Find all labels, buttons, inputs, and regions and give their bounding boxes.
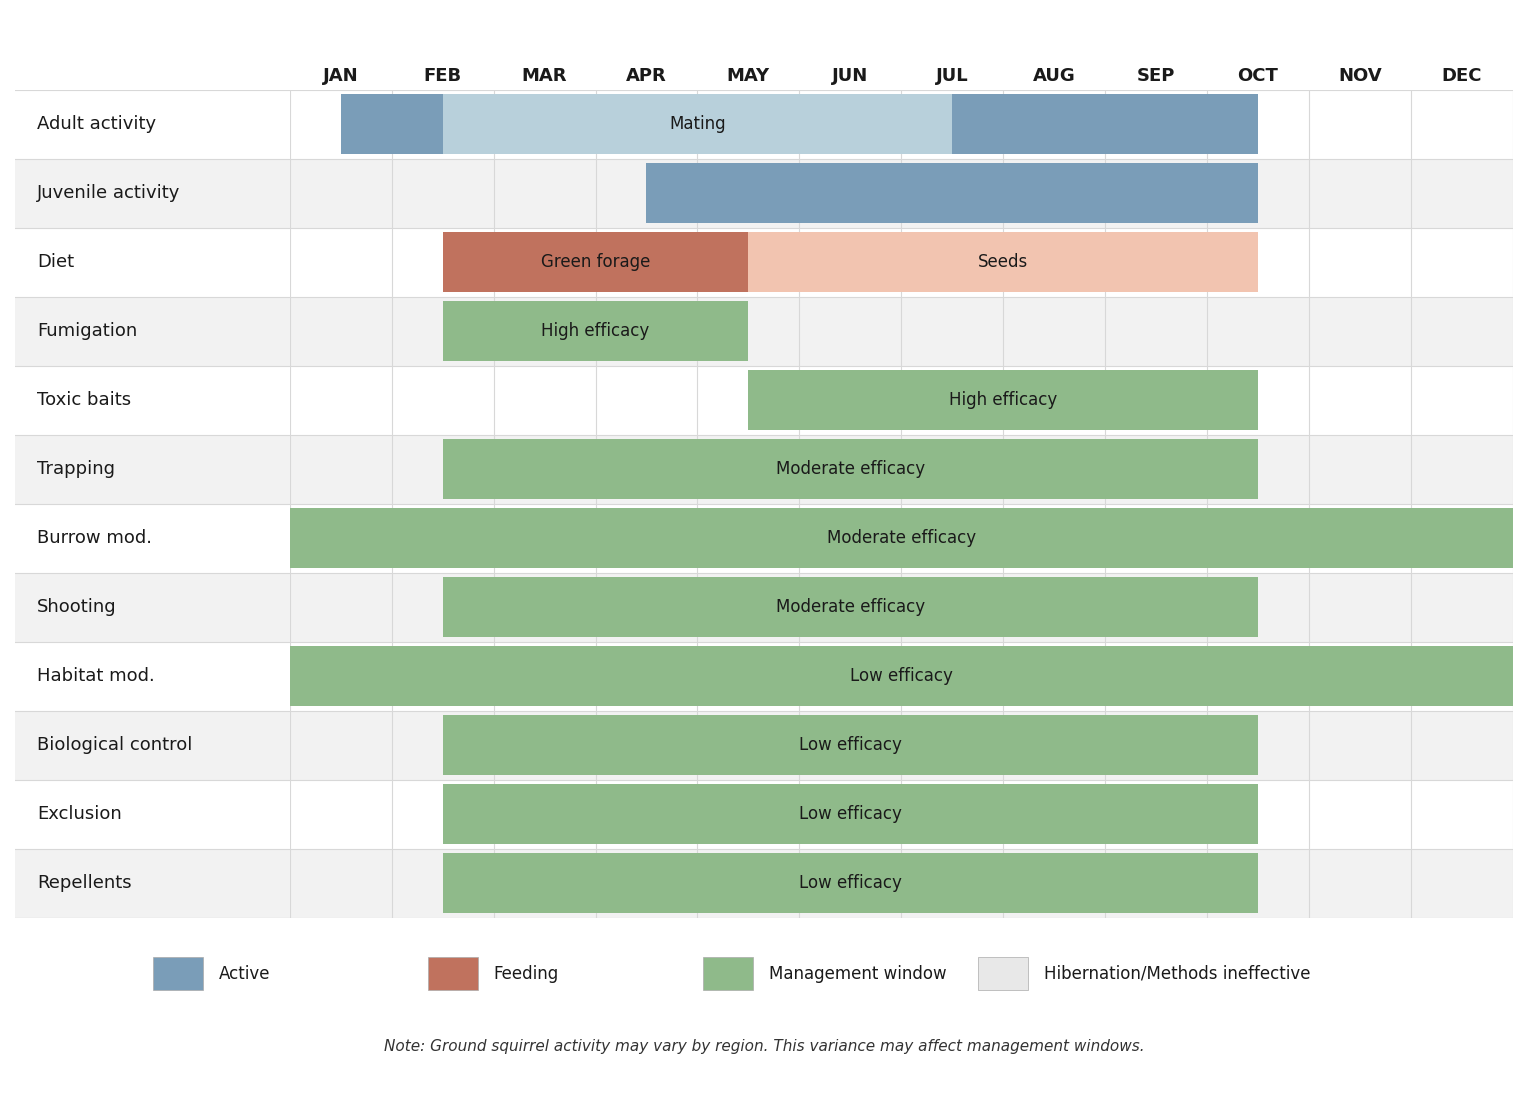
Text: Shooting: Shooting <box>37 598 116 617</box>
Text: Diet: Diet <box>37 253 75 271</box>
Bar <box>15 641 290 711</box>
Bar <box>15 848 290 918</box>
Bar <box>15 297 290 366</box>
Bar <box>290 641 1513 711</box>
Bar <box>443 783 1258 845</box>
Text: Low efficacy: Low efficacy <box>850 667 952 685</box>
Bar <box>290 159 1513 227</box>
Bar <box>749 369 1258 431</box>
Bar <box>15 711 290 780</box>
Text: Habitat mod.: Habitat mod. <box>37 667 154 685</box>
Bar <box>290 227 1513 297</box>
Text: Hibernation/Methods ineffective: Hibernation/Methods ineffective <box>1044 965 1309 982</box>
Bar <box>15 159 290 227</box>
Bar <box>443 94 952 154</box>
Text: High efficacy: High efficacy <box>949 391 1057 410</box>
Text: Adult activity: Adult activity <box>37 115 156 133</box>
Bar <box>290 297 1513 366</box>
Bar <box>646 162 1258 224</box>
Text: Low efficacy: Low efficacy <box>799 874 902 892</box>
Text: Repellents: Repellents <box>37 874 131 892</box>
Bar <box>290 504 1513 573</box>
Text: Active: Active <box>219 965 270 982</box>
Bar <box>341 94 443 154</box>
Bar <box>290 780 1513 848</box>
Bar <box>15 434 290 504</box>
Text: Trapping: Trapping <box>37 460 115 478</box>
Bar <box>290 508 1513 568</box>
Bar <box>290 573 1513 641</box>
Text: Mating: Mating <box>669 115 726 133</box>
Text: Low efficacy: Low efficacy <box>799 805 902 824</box>
Bar <box>443 301 749 361</box>
Text: Note: Ground squirrel activity may vary by region. This variance may affect mana: Note: Ground squirrel activity may vary … <box>384 1038 1144 1054</box>
Text: Fumigation: Fumigation <box>37 322 138 340</box>
Text: Moderate efficacy: Moderate efficacy <box>776 598 924 617</box>
Bar <box>443 853 1258 913</box>
Bar <box>15 366 290 434</box>
Bar <box>443 576 1258 638</box>
Text: Moderate efficacy: Moderate efficacy <box>776 460 924 478</box>
Text: Exclusion: Exclusion <box>37 805 122 824</box>
Bar <box>290 848 1513 918</box>
Bar <box>15 573 290 641</box>
Bar <box>443 715 1258 775</box>
Text: Management window: Management window <box>769 965 946 982</box>
Text: Biological control: Biological control <box>37 736 193 754</box>
Bar <box>290 90 1513 159</box>
Text: Low efficacy: Low efficacy <box>799 736 902 754</box>
Bar <box>952 94 1258 154</box>
Bar <box>443 232 749 292</box>
Text: Juvenile activity: Juvenile activity <box>37 184 180 203</box>
Bar <box>15 227 290 297</box>
Text: Feeding: Feeding <box>494 965 559 982</box>
Text: Burrow mod.: Burrow mod. <box>37 529 153 547</box>
Bar <box>749 232 1258 292</box>
Text: High efficacy: High efficacy <box>541 322 649 340</box>
Text: Green forage: Green forage <box>541 253 651 271</box>
Text: Moderate efficacy: Moderate efficacy <box>827 529 976 547</box>
Bar <box>290 366 1513 434</box>
Bar <box>15 504 290 573</box>
Bar <box>290 711 1513 780</box>
Text: Toxic baits: Toxic baits <box>37 391 131 410</box>
Text: Seeds: Seeds <box>978 253 1028 271</box>
Bar <box>290 646 1513 706</box>
Bar <box>443 439 1258 499</box>
Bar <box>15 90 290 159</box>
Bar <box>290 434 1513 504</box>
Bar <box>15 780 290 848</box>
